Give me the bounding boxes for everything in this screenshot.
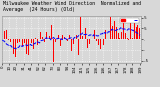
Bar: [73, 39, 74, 44]
Bar: [53, 39, 54, 62]
Bar: [60, 39, 61, 46]
Bar: [8, 39, 9, 40]
Bar: [28, 39, 29, 55]
Bar: [12, 39, 13, 50]
Bar: [26, 39, 27, 54]
Bar: [10, 39, 11, 42]
Bar: [78, 39, 79, 55]
Bar: [98, 39, 99, 45]
Bar: [119, 38, 120, 39]
Bar: [48, 30, 49, 39]
Bar: [132, 38, 133, 39]
Bar: [15, 39, 16, 58]
Bar: [76, 35, 77, 39]
Bar: [22, 39, 23, 46]
Bar: [80, 17, 81, 39]
Bar: [84, 28, 85, 39]
Bar: [100, 39, 101, 49]
Bar: [44, 39, 45, 42]
Bar: [37, 39, 38, 45]
Bar: [103, 39, 104, 45]
Bar: [19, 39, 20, 42]
Bar: [94, 30, 95, 39]
Bar: [121, 31, 122, 39]
Bar: [125, 33, 126, 39]
Bar: [82, 36, 83, 39]
Bar: [46, 32, 47, 39]
Bar: [71, 39, 72, 51]
Bar: [62, 35, 63, 39]
Bar: [112, 26, 113, 39]
Bar: [96, 39, 97, 41]
Bar: [114, 21, 115, 39]
Bar: [17, 39, 18, 43]
Bar: [110, 17, 111, 39]
Bar: [134, 21, 135, 39]
Bar: [83, 39, 84, 47]
Bar: [13, 39, 14, 54]
Bar: [87, 39, 88, 48]
Bar: [123, 23, 124, 39]
Bar: [49, 36, 50, 39]
Bar: [51, 25, 52, 39]
Bar: [6, 30, 7, 39]
Bar: [31, 39, 32, 43]
Bar: [105, 30, 106, 39]
Bar: [116, 27, 117, 39]
Bar: [21, 39, 22, 49]
Bar: [118, 33, 119, 39]
Bar: [67, 39, 68, 41]
Bar: [24, 39, 25, 43]
Bar: [85, 28, 86, 39]
Bar: [136, 27, 137, 39]
Bar: [47, 27, 48, 39]
Bar: [69, 35, 70, 39]
Legend: , : ,: [120, 18, 139, 23]
Bar: [58, 35, 59, 39]
Bar: [33, 39, 34, 49]
Bar: [130, 23, 131, 39]
Bar: [64, 37, 65, 39]
Bar: [11, 39, 12, 62]
Bar: [42, 37, 43, 39]
Bar: [139, 28, 140, 39]
Bar: [89, 39, 90, 44]
Bar: [35, 38, 36, 39]
Bar: [74, 38, 75, 39]
Text: Milwaukee Weather Wind Direction  Normalized and Average  (24 Hours) (Old): Milwaukee Weather Wind Direction Normali…: [3, 1, 141, 12]
